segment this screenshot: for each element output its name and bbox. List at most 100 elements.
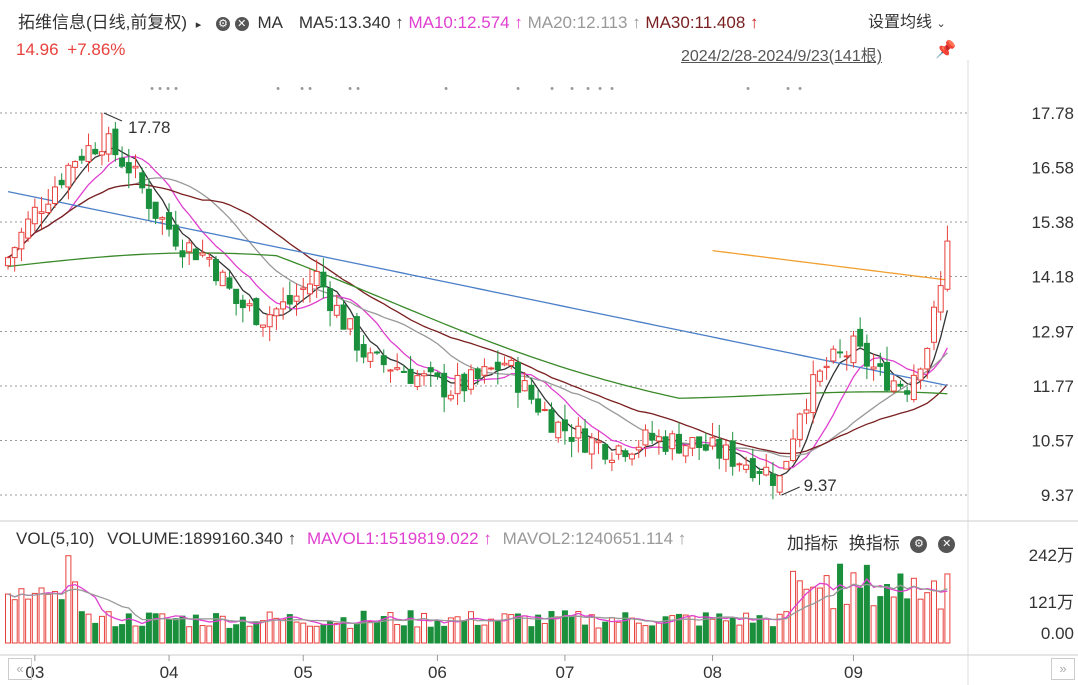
switch-indicator-button[interactable]: 换指标 (848, 534, 900, 553)
volume-header: VOL(5,10) VOLUME:1899160.340 ↑ MAVOL1:15… (16, 529, 686, 549)
candle-body (863, 342, 870, 367)
candle-body (843, 355, 850, 358)
candle-body (38, 211, 45, 214)
event-marker-icon: • (786, 83, 790, 95)
price-tick-label: 14.18 (1031, 268, 1074, 287)
event-marker-icon: • (158, 83, 162, 95)
candle-body (514, 361, 521, 393)
x-tick-label: 03 (25, 663, 44, 682)
candle-body (320, 271, 327, 288)
volume-bar (884, 584, 891, 644)
candle-body (112, 128, 119, 156)
candle-body (25, 218, 32, 239)
price-change: +7.86% (67, 40, 126, 59)
candle-body (92, 148, 99, 155)
volume-bar (803, 588, 810, 644)
candle-body (709, 437, 716, 447)
candle-body (414, 375, 421, 387)
volume-bar (588, 614, 595, 644)
candle-body (125, 162, 132, 174)
candle-body (5, 257, 11, 267)
chevron-down-icon: ⌄ (936, 18, 946, 30)
volume-bar (568, 615, 575, 644)
volume-bar (246, 625, 253, 644)
ma120-line (7, 190, 948, 387)
add-indicator-button[interactable]: 加指标 (787, 534, 838, 553)
gear-icon[interactable]: ⚙ (910, 536, 928, 554)
mavol2-value: MAVOL2:1240651.114 (502, 529, 674, 548)
volume-bar (863, 564, 870, 644)
volume-bar (306, 625, 313, 644)
volume-bar (273, 617, 280, 644)
candle-body (790, 438, 797, 461)
volume-bar (253, 622, 260, 644)
date-range[interactable]: 2024/2/28-2024/9/23(141根) (681, 48, 883, 65)
volume-bar (374, 620, 381, 644)
volume-tick-label: 121万 (1029, 593, 1074, 612)
candle-body (474, 368, 481, 380)
candle-body (595, 440, 602, 444)
candle-body (937, 285, 944, 313)
volume-bar (823, 575, 830, 644)
volume-bar (877, 596, 884, 644)
volume-bar (642, 625, 649, 644)
candle-body (917, 368, 924, 381)
price-tick-label: 9.37 (1041, 486, 1074, 505)
expand-arrow-icon[interactable]: ▸ (195, 19, 202, 31)
volume-bar (407, 610, 414, 644)
volume-bar (575, 611, 582, 644)
volume-bar (18, 588, 25, 644)
up-arrow-icon: ↑ (483, 529, 492, 548)
candle-body (333, 304, 340, 316)
candle-body (78, 155, 85, 161)
price-tick-label: 17.78 (1031, 104, 1074, 123)
scroll-right-button[interactable]: » (1051, 658, 1075, 680)
volume-bar (810, 586, 817, 644)
chart-canvas: • • • • • • • • • • • • • • • • • • • 17.78 16.58 15.38 14.18… (0, 60, 1078, 685)
volume-bar (669, 615, 676, 644)
candle-body (548, 409, 555, 433)
gear-icon[interactable]: ⚙ (216, 16, 231, 31)
candle-body (18, 231, 25, 250)
settings-ma-button[interactable]: 设置均线 ⌄ (868, 8, 946, 32)
volume-bar (387, 612, 394, 644)
volume-bar (561, 610, 568, 644)
x-tick-label: 04 (160, 663, 179, 682)
volume-bar (447, 617, 454, 644)
candle-body (743, 464, 750, 470)
volume-bar (206, 625, 213, 644)
volume-bar (622, 612, 629, 644)
close-icon[interactable]: ✕ (938, 536, 956, 554)
volume-bar (528, 626, 535, 644)
candle-body (172, 224, 179, 247)
candle-body (327, 288, 334, 312)
scroll-left-button[interactable]: « (8, 658, 32, 680)
candle-body (857, 328, 864, 347)
candle-body (253, 298, 260, 326)
close-icon[interactable]: ✕ (234, 16, 249, 31)
price-axis: 17.78 16.58 15.38 14.18 12.97 11.77 10.57 9.37 (1031, 104, 1074, 505)
volume-bar (192, 614, 199, 644)
x-tick-label: 07 (555, 663, 574, 682)
event-marker-icon: • (610, 83, 614, 95)
volume-bar (729, 617, 736, 644)
candle-body (749, 458, 756, 479)
candle-body (622, 450, 629, 458)
volume-bar (45, 593, 52, 644)
stock-title[interactable]: 拓维信息(日线,前复权) (18, 13, 188, 32)
event-markers: • • • • • • • • • • • • • • • • • • • (150, 83, 802, 95)
candle-body (689, 437, 696, 449)
volume-bar (635, 622, 642, 644)
candle-body (313, 270, 320, 287)
volume-bar (850, 572, 857, 644)
volume-bar (467, 611, 474, 644)
volume-bar (38, 587, 45, 644)
volume-bar (649, 625, 656, 644)
volume-bar (582, 624, 589, 644)
volume-bar (58, 599, 65, 644)
up-arrow-icon: ↑ (632, 13, 641, 32)
volume-bar (776, 613, 783, 644)
candle-body (219, 271, 226, 287)
pin-icon[interactable]: 📌 (935, 40, 957, 59)
volume-bar (25, 598, 32, 644)
